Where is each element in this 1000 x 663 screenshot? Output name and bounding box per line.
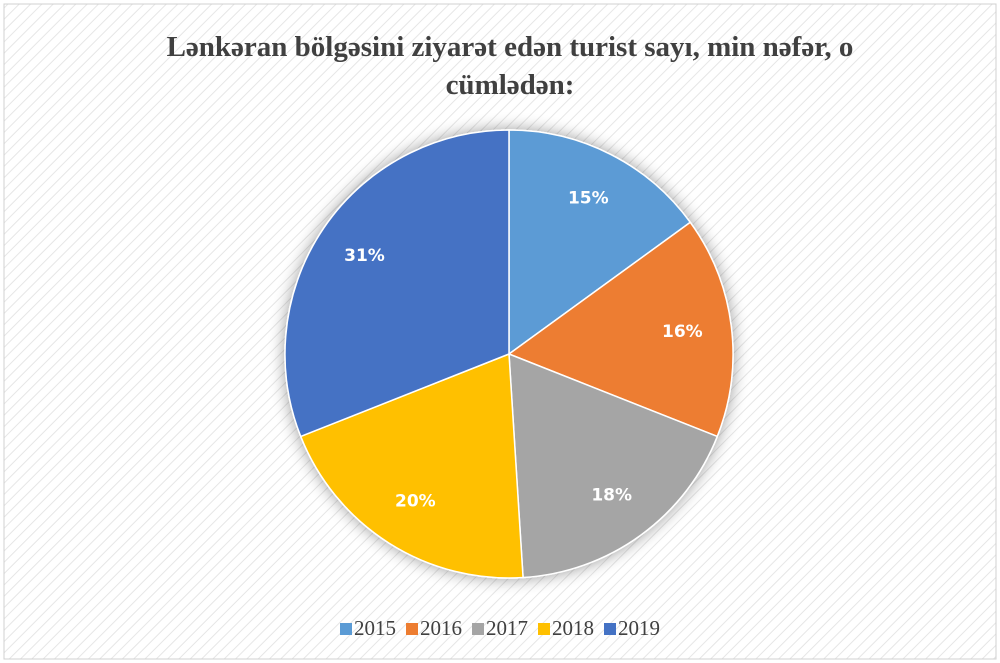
legend-label: 2016 bbox=[420, 616, 462, 640]
legend-swatch bbox=[406, 622, 418, 635]
data-label: 31% bbox=[344, 246, 385, 266]
data-label: 16% bbox=[662, 322, 703, 342]
legend-item: 2016 bbox=[406, 616, 462, 641]
legend-item: 2015 bbox=[340, 616, 396, 641]
legend-label: 2019 bbox=[618, 616, 660, 640]
pie-slice bbox=[508, 352, 719, 579]
pie-slice bbox=[284, 129, 510, 438]
legend-item: 2019 bbox=[604, 616, 660, 641]
pie-slice bbox=[299, 352, 524, 579]
pie bbox=[284, 129, 734, 579]
legend-swatch bbox=[604, 622, 616, 635]
legend-label: 2015 bbox=[354, 616, 396, 640]
legend-item: 2018 bbox=[538, 616, 594, 641]
legend: 2015 2016 2017 2018 2019 bbox=[0, 616, 1000, 641]
pie-slice bbox=[508, 129, 692, 356]
legend-swatch bbox=[472, 622, 484, 635]
data-label: 15% bbox=[568, 188, 609, 208]
legend-swatch bbox=[340, 622, 352, 635]
chart-title: Lənkəran bölgəsini ziyarət edən turist s… bbox=[166, 31, 854, 101]
legend-label: 2017 bbox=[486, 616, 528, 640]
data-label: 20% bbox=[395, 492, 436, 512]
legend-swatch bbox=[538, 622, 550, 635]
data-label: 18% bbox=[591, 485, 632, 505]
legend-label: 2018 bbox=[552, 616, 594, 640]
legend-item: 2017 bbox=[472, 616, 528, 641]
pie-slice bbox=[507, 221, 734, 438]
